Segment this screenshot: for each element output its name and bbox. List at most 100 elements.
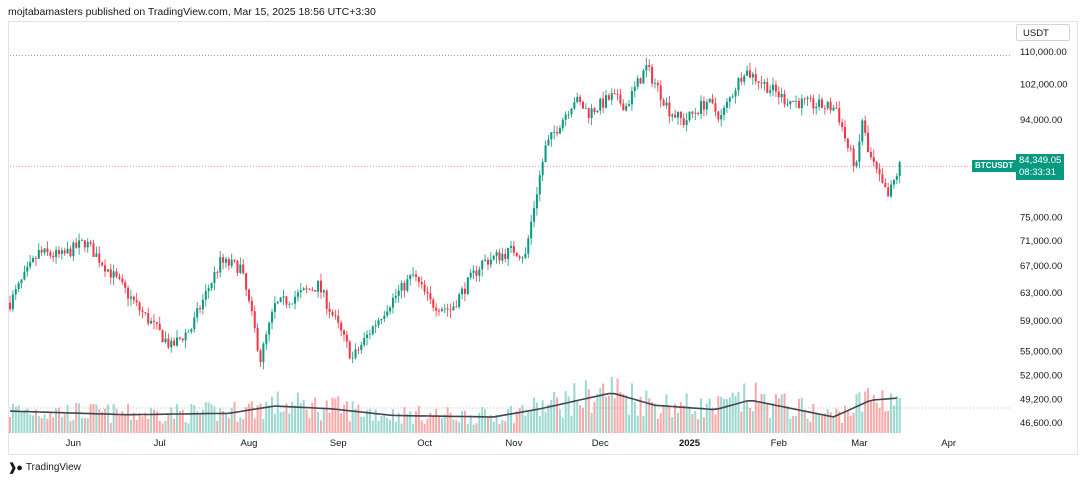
volume-bar <box>8 416 12 433</box>
currency-unit-selector[interactable]: USDT <box>1016 24 1070 41</box>
volume-bar <box>492 421 495 433</box>
candle-body <box>587 108 590 118</box>
candle-body <box>132 296 135 301</box>
candle-body <box>841 122 844 128</box>
volume-bar <box>443 414 446 433</box>
volume-bar <box>576 401 579 433</box>
volume-bar <box>181 409 184 433</box>
candle-body <box>659 85 662 100</box>
candle-body <box>806 97 809 100</box>
volume-bar <box>702 417 705 433</box>
candle-body <box>380 319 383 321</box>
volume-bar <box>746 402 749 433</box>
y-tick-label: 49,200.00 <box>1020 395 1062 406</box>
volume-bar <box>288 413 291 433</box>
candle-body <box>789 101 792 105</box>
volume-bar <box>170 407 173 433</box>
volume-bar <box>662 406 665 433</box>
volume-bar <box>645 390 648 433</box>
volume-bar <box>187 423 190 433</box>
volume-bar <box>567 396 570 433</box>
candle-body <box>104 265 107 272</box>
volume-bar <box>302 399 305 433</box>
candle-body <box>265 334 268 344</box>
candle-body <box>294 296 297 304</box>
candle-body <box>417 276 420 282</box>
volume-bar <box>676 412 680 433</box>
tradingview-logo-icon: ❱● <box>8 462 23 474</box>
volume-bar <box>858 392 861 433</box>
candle-body <box>481 260 484 270</box>
volume-bar <box>869 401 872 433</box>
candle-body <box>898 162 901 177</box>
candle-body <box>766 81 769 93</box>
volume-bar <box>247 403 250 433</box>
volume-bar <box>803 409 806 433</box>
volume-bar <box>446 407 449 433</box>
volume-bar <box>754 382 757 433</box>
volume-bar <box>800 397 803 433</box>
volume-bar <box>720 397 723 433</box>
candle-body <box>187 331 190 333</box>
candle-body <box>193 317 196 330</box>
candle-body <box>20 279 23 284</box>
volume-bar <box>892 405 895 433</box>
volume-bar <box>705 403 708 433</box>
volume-bar <box>98 409 101 433</box>
y-tick-label: 55,000.00 <box>1020 346 1062 357</box>
volume-bar <box>628 414 631 433</box>
candle-body <box>144 312 147 314</box>
candle-body <box>492 255 495 260</box>
volume-bar <box>440 417 443 433</box>
volume-bar <box>541 400 544 433</box>
candle-body <box>645 65 648 71</box>
volume-bar <box>820 413 823 433</box>
volume-bar <box>512 423 515 433</box>
volume-bar <box>895 396 898 433</box>
candle-body <box>446 308 449 310</box>
candle-body <box>37 250 40 259</box>
volume-bar <box>579 405 582 433</box>
volume-bar <box>584 380 587 433</box>
volume-bar <box>334 398 337 433</box>
candle-body <box>746 70 749 76</box>
candle-body <box>832 107 835 111</box>
candle-body <box>242 264 245 274</box>
volume-bar <box>455 420 458 433</box>
candle-body <box>334 315 337 316</box>
volume-bar <box>414 411 417 433</box>
candle-body <box>697 112 700 114</box>
volume-bar <box>731 392 734 433</box>
candle-body <box>489 259 492 265</box>
volume-bar <box>420 420 423 433</box>
candle-body <box>878 168 881 175</box>
candle-body <box>308 289 311 290</box>
candle-body <box>760 82 763 84</box>
volume-bar <box>659 413 662 433</box>
volume-bar <box>530 411 533 433</box>
candle-body <box>271 312 274 323</box>
volume-bar <box>95 404 98 433</box>
volume-bar <box>723 398 726 433</box>
candle-body <box>78 240 81 248</box>
candle-body <box>700 101 703 114</box>
candle-body <box>435 307 438 311</box>
candle-body <box>115 271 118 277</box>
candle-body <box>366 334 369 338</box>
volume-bar <box>354 408 357 433</box>
volume-bar <box>46 418 49 433</box>
volume-bar <box>92 403 95 433</box>
candle-body <box>426 291 429 294</box>
volume-bar <box>881 390 884 433</box>
y-tick-label: 67,000.00 <box>1020 261 1062 272</box>
candle-body <box>170 340 173 348</box>
volume-bar <box>57 407 60 433</box>
volume-bar <box>700 398 703 433</box>
brand-name: TradingView <box>25 462 81 473</box>
volume-bar <box>299 403 302 433</box>
volume-bar <box>458 422 461 433</box>
volume-bar <box>325 400 328 433</box>
footer-brand[interactable]: ❱● TradingView <box>8 461 81 474</box>
volume-bar <box>337 396 340 433</box>
